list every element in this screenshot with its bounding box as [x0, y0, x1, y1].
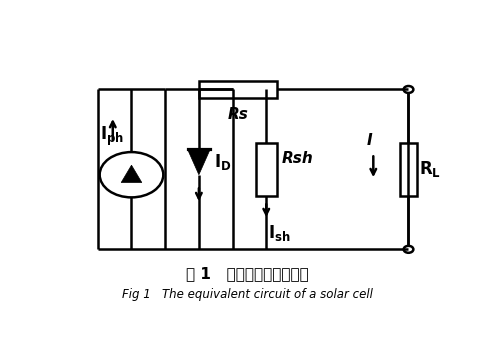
Text: $\mathbf{I_{ph}}$: $\mathbf{I_{ph}}$ — [99, 125, 124, 148]
Polygon shape — [121, 165, 142, 183]
Text: $\mathbf{R_L}$: $\mathbf{R_L}$ — [419, 160, 441, 180]
Text: Rs: Rs — [228, 108, 249, 122]
Circle shape — [404, 86, 413, 93]
Text: $\mathbf{I_D}$: $\mathbf{I_D}$ — [214, 152, 231, 172]
Bar — [399, 143, 417, 196]
Bar — [199, 81, 277, 98]
Polygon shape — [187, 149, 210, 175]
Text: Fig 1   The equivalent circuit of a solar cell: Fig 1 The equivalent circuit of a solar … — [122, 288, 373, 301]
Circle shape — [99, 152, 163, 197]
Circle shape — [404, 246, 413, 253]
Bar — [256, 143, 277, 196]
Text: Rsh: Rsh — [282, 151, 314, 166]
Text: $\mathbf{I_{sh}}$: $\mathbf{I_{sh}}$ — [268, 223, 291, 243]
Text: 图 1   太阳电池的等效电路: 图 1 太阳电池的等效电路 — [186, 266, 309, 281]
Text: I: I — [367, 133, 372, 148]
